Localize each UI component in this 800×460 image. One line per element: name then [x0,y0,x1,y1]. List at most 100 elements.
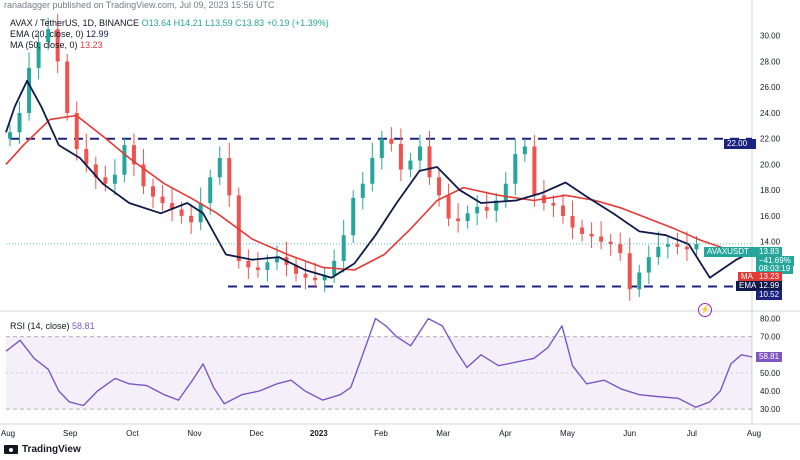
price-tick-label: 30.00 [760,32,781,41]
lightning-icon[interactable]: ⚡ [698,303,712,317]
candle-body [46,29,51,43]
candle-body [608,241,613,245]
candle-body [417,146,422,161]
candle-body [74,112,79,149]
candle-body [675,244,680,247]
candle-body [627,253,632,290]
legend-ma-label[interactable]: MA (50, close, 0) [10,40,78,50]
legend-symbol[interactable]: AVAX / TetherUS, 1D, BINANCE [10,18,140,28]
price-tick-label: 26.00 [760,83,781,92]
candle-body [246,260,251,268]
price-tick-label: 16.00 [760,212,781,221]
rsi-line [5,317,753,408]
candle-body [351,197,356,236]
candle-body [170,203,175,210]
rsi-tick-label: 50.00 [760,369,781,378]
candle-body [560,205,565,216]
price-tick-label: 14.00 [760,238,781,247]
candle-body [55,29,60,62]
candle-body [484,206,489,211]
time-tick-label: Sep [63,429,78,438]
candle-body [370,158,375,184]
candle-body [398,143,403,170]
rsi-legend: RSI (14, close) 58.81 [10,321,95,331]
candle-body [103,177,108,184]
tradingview-logo-icon [4,445,18,454]
candle-body [322,275,327,281]
candle-body [93,164,98,178]
time-tick-label: Feb [374,429,388,438]
candle-body [208,177,213,204]
candle-body [503,183,508,201]
resistance-price-tag: 22.00 [724,139,756,149]
rsi-tick-label: 30.00 [760,405,781,414]
candle-body [513,154,518,184]
candle-body [570,215,575,228]
time-tick-label: Jun [623,429,636,438]
candle-body [236,195,241,261]
candle-body [217,158,222,178]
candle-body [360,183,365,198]
time-tick-label: Aug [1,429,15,438]
tradingview-brand: TradingView [22,444,81,455]
candle-body [580,227,585,234]
candle-body [665,244,670,247]
rsi-tick-label: 70.00 [760,333,781,342]
candle-body [427,146,432,178]
legend-ema-label[interactable]: EMA (20, close, 0) [10,29,84,39]
ma-tag: MA [738,272,756,282]
candle-body [379,138,384,158]
candle-body [189,215,194,223]
rsi-legend-label[interactable]: RSI (14, close) [10,321,70,331]
ma50-line [5,114,753,271]
price-tick-label: 28.00 [760,57,781,66]
support-price-tag: 10.52 [756,290,783,300]
legend-ohlc: O13.64 H14.21 L13.59 C13.83 +0.19 (+1.39… [141,18,329,28]
candle-body [27,67,32,113]
price-tick-label: 18.00 [760,186,781,195]
countdown-tag: 08:03:19 [756,264,794,274]
candle-body [265,262,270,270]
candle-body [637,272,642,290]
candle-body [17,112,22,133]
time-tick-label: Apr [499,429,512,438]
candle-body [84,148,89,165]
candle-body [151,186,156,197]
candle-body [389,138,394,144]
candle-body [294,264,299,274]
candle-body [465,213,470,222]
candle-body [551,203,556,206]
time-tick-label: Jul [687,429,697,438]
main-legend: AVAX / TetherUS, 1D, BINANCE O13.64 H14.… [10,18,329,51]
candle-body [112,174,117,184]
candle-body [408,160,413,170]
candle-body [255,267,260,270]
last-price-tag: 13.83 [756,247,783,257]
candle-body [656,246,661,258]
candle-body [160,196,165,204]
ema-tag: EMA [736,281,760,291]
candle-body [65,61,70,113]
ema20-line [5,79,753,279]
time-tick-label: May [560,429,575,438]
ema-price-tag: 12.99 [756,281,783,291]
candle-body [36,42,41,68]
candle-body [646,257,651,273]
time-tick-label: Dec [250,429,264,438]
legend-ema-value: 12.99 [86,29,109,39]
publish-info: ranadagger published on TradingView.com,… [4,0,275,10]
candle-body [684,246,689,250]
candle-body [141,164,146,187]
time-tick-label: Oct [126,429,139,438]
candle-body [618,244,623,254]
candle-body [694,243,699,250]
candle-body [494,200,499,211]
change-tag: −41.69% [756,256,794,266]
time-tick-label: Nov [187,429,201,438]
candle-body [303,273,308,278]
time-tick-label: 2023 [310,429,328,438]
tradingview-logo: TradingView [4,444,81,455]
rsi-legend-value: 58.81 [72,321,95,331]
time-tick-label: Mar [436,429,450,438]
